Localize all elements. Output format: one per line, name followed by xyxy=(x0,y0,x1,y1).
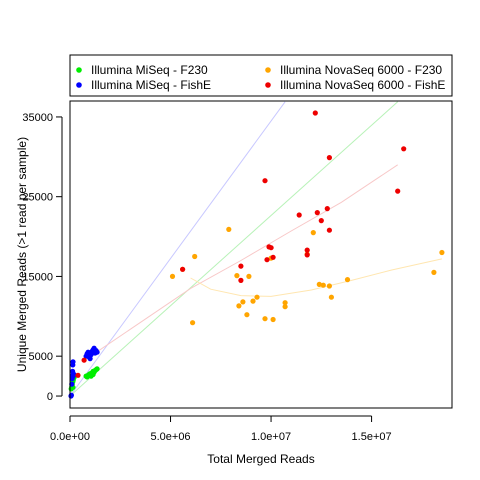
legend-label: Illumina NovaSeq 6000 - F230 xyxy=(280,63,442,77)
data-point xyxy=(71,371,77,378)
y-tick-label: 0 xyxy=(47,391,53,403)
legend-marker xyxy=(76,67,82,73)
data-points xyxy=(68,110,445,399)
trend-line xyxy=(70,101,399,397)
data-point xyxy=(304,247,310,253)
y-tick-label: 5000 xyxy=(29,351,53,363)
legend-box xyxy=(69,54,453,97)
data-point xyxy=(87,356,93,362)
data-point xyxy=(94,349,100,355)
legend-label: Illumina NovaSeq 6000 - FishE xyxy=(280,78,445,92)
data-point xyxy=(328,294,334,300)
y-tick-label: 35000 xyxy=(22,112,53,124)
data-point xyxy=(310,230,316,236)
plot-frame xyxy=(69,100,453,409)
data-point xyxy=(238,277,244,283)
legend-item: Illumina MiSeq - F230 xyxy=(76,63,208,77)
legend-item: Illumina NovaSeq 6000 - F230 xyxy=(265,63,442,77)
data-point xyxy=(81,357,87,363)
data-point xyxy=(324,206,330,212)
data-point xyxy=(282,304,288,310)
x-tick-label: 0.0e+00 xyxy=(50,431,90,443)
legend-label: Illumina MiSeq - FishE xyxy=(91,78,211,92)
data-point xyxy=(326,283,332,289)
data-point xyxy=(238,263,244,269)
data-point xyxy=(234,273,240,279)
data-point xyxy=(75,372,81,378)
legend-marker xyxy=(265,82,271,88)
data-point xyxy=(296,212,302,218)
data-point xyxy=(316,281,322,287)
data-point xyxy=(240,299,246,305)
data-point xyxy=(226,226,232,232)
data-point xyxy=(190,320,196,326)
data-point xyxy=(70,359,76,365)
data-point xyxy=(320,282,326,288)
x-tick-label: 1.5e+07 xyxy=(352,431,392,443)
legend-marker xyxy=(265,67,271,73)
data-point xyxy=(236,303,242,309)
data-point xyxy=(180,266,186,272)
data-point xyxy=(169,273,176,279)
data-point xyxy=(262,178,268,184)
trend-line xyxy=(93,164,398,355)
x-axis: 0.0e+00 5.0e+06 1.0e+07 1.5e+07 xyxy=(50,415,392,443)
data-point xyxy=(246,273,252,279)
y-axis-title: Unique Merged Reads (>1 read per sample) xyxy=(15,137,29,372)
data-point xyxy=(326,155,332,161)
data-point xyxy=(439,249,445,256)
x-tick-label: 1.0e+07 xyxy=(251,431,291,443)
x-tick-label: 5.0e+06 xyxy=(150,431,190,443)
data-point xyxy=(344,277,351,283)
data-point xyxy=(250,298,256,304)
trend-lines xyxy=(70,101,443,397)
data-point xyxy=(192,253,198,260)
data-point xyxy=(282,300,288,306)
data-point xyxy=(312,110,318,116)
data-point xyxy=(254,294,260,300)
trend-line xyxy=(70,101,286,397)
data-point xyxy=(314,210,320,216)
legend-label: Illumina MiSeq - F230 xyxy=(91,63,208,77)
trend-line xyxy=(190,258,443,297)
data-point xyxy=(94,366,100,372)
data-point xyxy=(90,368,96,374)
data-point xyxy=(262,316,268,322)
data-point xyxy=(326,227,332,233)
y-axis: 0 5000 15000 25000 35000 xyxy=(22,112,63,403)
y-tick-label: 15000 xyxy=(22,271,53,283)
legend-marker xyxy=(76,82,82,88)
data-point xyxy=(318,218,324,224)
data-point xyxy=(304,252,310,258)
data-point xyxy=(270,316,276,323)
y-tick-label: 25000 xyxy=(22,192,53,204)
legend-item: Illumina MiSeq - FishE xyxy=(76,78,211,92)
x-axis-title: Total Merged Reads xyxy=(207,452,314,466)
data-point xyxy=(264,257,270,263)
legend-item: Illumina NovaSeq 6000 - FishE xyxy=(265,78,445,92)
data-point xyxy=(244,312,250,318)
data-point xyxy=(395,188,401,194)
data-point xyxy=(401,146,407,152)
data-point xyxy=(431,269,437,275)
data-point xyxy=(270,254,276,260)
data-point xyxy=(268,245,274,251)
